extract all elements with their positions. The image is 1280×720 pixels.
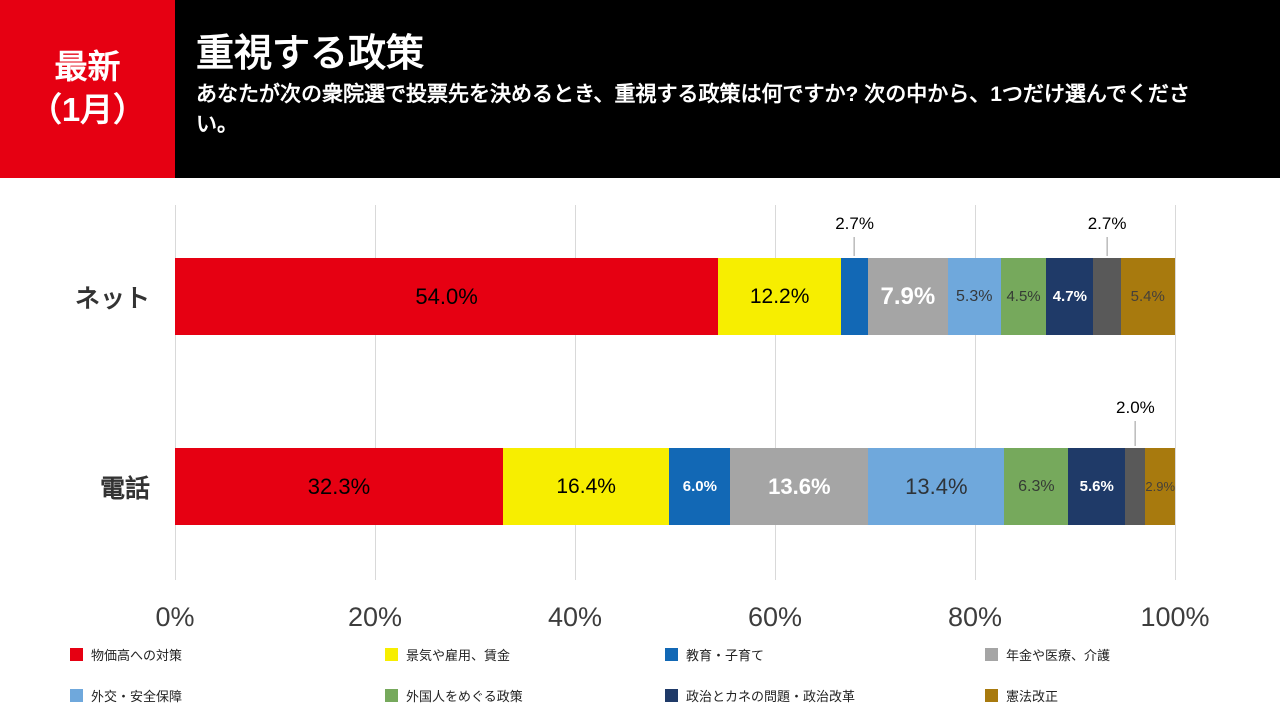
legend-label: 景気や雇用、賃金 [406, 648, 511, 663]
callout-leader-line [1106, 237, 1108, 256]
callout-label: 2.7% [1087, 214, 1127, 233]
legend-item: 物価高への対策 [70, 645, 182, 664]
legend-swatch [70, 689, 83, 702]
callout-label: 2.7% [835, 214, 874, 233]
gridline [775, 205, 776, 580]
gridline [175, 205, 176, 580]
segment-label: 32.3% [307, 473, 371, 499]
legend-label: 憲法改正 [1006, 689, 1059, 704]
legend-item: 政治とカネの問題・政治改革 [665, 686, 855, 705]
segment-label: 13.4% [905, 473, 968, 499]
legend-swatch [70, 648, 83, 661]
segment-label: 54.0% [415, 283, 478, 309]
legend-label: 教育・子育て [686, 648, 765, 663]
row-label: 電話 [99, 474, 150, 503]
badge-line2: （1月） [28, 91, 147, 128]
legend-swatch [665, 689, 678, 702]
bar-segment [1093, 258, 1121, 335]
segment-label: 13.6% [768, 473, 831, 499]
bar-segment: 6.0% [669, 448, 731, 525]
legend-label: 外交・安全保障 [91, 689, 183, 704]
bar-segment: 5.3% [947, 258, 1001, 335]
legend-item: 教育・子育て [665, 645, 764, 664]
legend-item: 憲法改正 [985, 686, 1058, 705]
gridline [975, 205, 976, 580]
legend-swatch [985, 689, 998, 702]
gridline [1175, 205, 1176, 580]
legend-swatch [385, 648, 398, 661]
segment-label: 6.3% [1018, 477, 1055, 495]
bar-segment: 7.9% [868, 258, 948, 335]
segment-label: 5.3% [956, 287, 993, 305]
legend-item: 外交・安全保障 [70, 686, 182, 705]
stacked-bar: 32.3% 16.4% 6.0% 13.6% 13.4% 6.3% 5.6% 2.9% [175, 448, 1175, 525]
legend-swatch [985, 648, 998, 661]
gridline [375, 205, 376, 580]
bar-segment: 4.5% [1000, 258, 1047, 335]
legend-swatch [385, 689, 398, 702]
legend-item: 景気や雇用、賃金 [385, 645, 510, 664]
segment-label: 5.6% [1079, 478, 1114, 495]
segment-label: 6.0% [682, 478, 717, 495]
callout-label: 2.0% [1116, 398, 1155, 417]
segment-label: 12.2% [749, 284, 810, 308]
bar-segment: 4.7% [1046, 258, 1094, 335]
badge-line1: 最新 [54, 48, 121, 86]
axis-tick-label: 20% [347, 602, 403, 632]
bar-segment: 32.3% [175, 448, 503, 525]
legend-swatch [665, 648, 678, 661]
axis-tick-label: 60% [747, 602, 803, 632]
gridline [575, 205, 576, 580]
bar-segment: 13.6% [730, 448, 869, 525]
bar-segment: 6.3% [1004, 448, 1069, 525]
callout-leader-line [1134, 421, 1136, 446]
legend-label: 外国人をめぐる政策 [406, 689, 523, 704]
page-subtitle: あなたが次の衆院選で投票先を決めるとき、重視する政策は何ですか? 次の中から、1… [196, 83, 1190, 137]
bar-segment [1125, 448, 1146, 525]
axis-tick-label: 100% [1140, 602, 1210, 632]
legend-item: 年金や医療、介護 [985, 645, 1110, 664]
callout: 2.7% [1087, 214, 1127, 256]
callout: 2.0% [1116, 398, 1155, 446]
callout: 2.7% [835, 214, 874, 256]
callout-leader-line [854, 237, 856, 256]
segment-label: 16.4% [556, 474, 616, 498]
bar-segment: 13.4% [868, 448, 1005, 525]
segment-label: 4.7% [1052, 288, 1087, 305]
segment-label: 4.5% [1006, 288, 1041, 305]
legend-label: 物価高への対策 [91, 648, 183, 663]
segment-label: 2.9% [1145, 479, 1176, 494]
legend-item: 外国人をめぐる政策 [385, 686, 523, 705]
bar-segment: 54.0% [175, 258, 719, 335]
page-title: 重視する政策 [196, 33, 425, 75]
segment-label: 7.9% [880, 282, 936, 310]
stacked-bar: 54.0% 12.2% 7.9% 5.3% 4.5% 4.7% 5.4% [175, 258, 1175, 335]
axis-tick-label: 40% [547, 602, 603, 632]
row-label: ネット [74, 284, 150, 313]
axis-tick-label: 0% [155, 602, 195, 632]
bar-segment: 16.4% [502, 448, 670, 525]
legend-label: 年金や医療、介護 [1006, 648, 1111, 663]
legend-label: 政治とカネの問題・政治改革 [686, 689, 856, 704]
header-bar: 最新 （1月） 重視する政策 あなたが次の衆院選で投票先を決めるとき、重視する政… [0, 0, 1280, 178]
segment-label: 5.4% [1130, 288, 1165, 305]
bar-segment [840, 258, 869, 335]
bar-segment: 5.6% [1068, 448, 1126, 525]
latest-month-badge: 最新 （1月） [0, 0, 175, 178]
axis-tick-label: 80% [947, 602, 1003, 632]
bar-segment: 2.9% [1145, 448, 1176, 525]
bar-segment: 5.4% [1120, 258, 1175, 335]
bar-segment: 12.2% [718, 258, 841, 335]
